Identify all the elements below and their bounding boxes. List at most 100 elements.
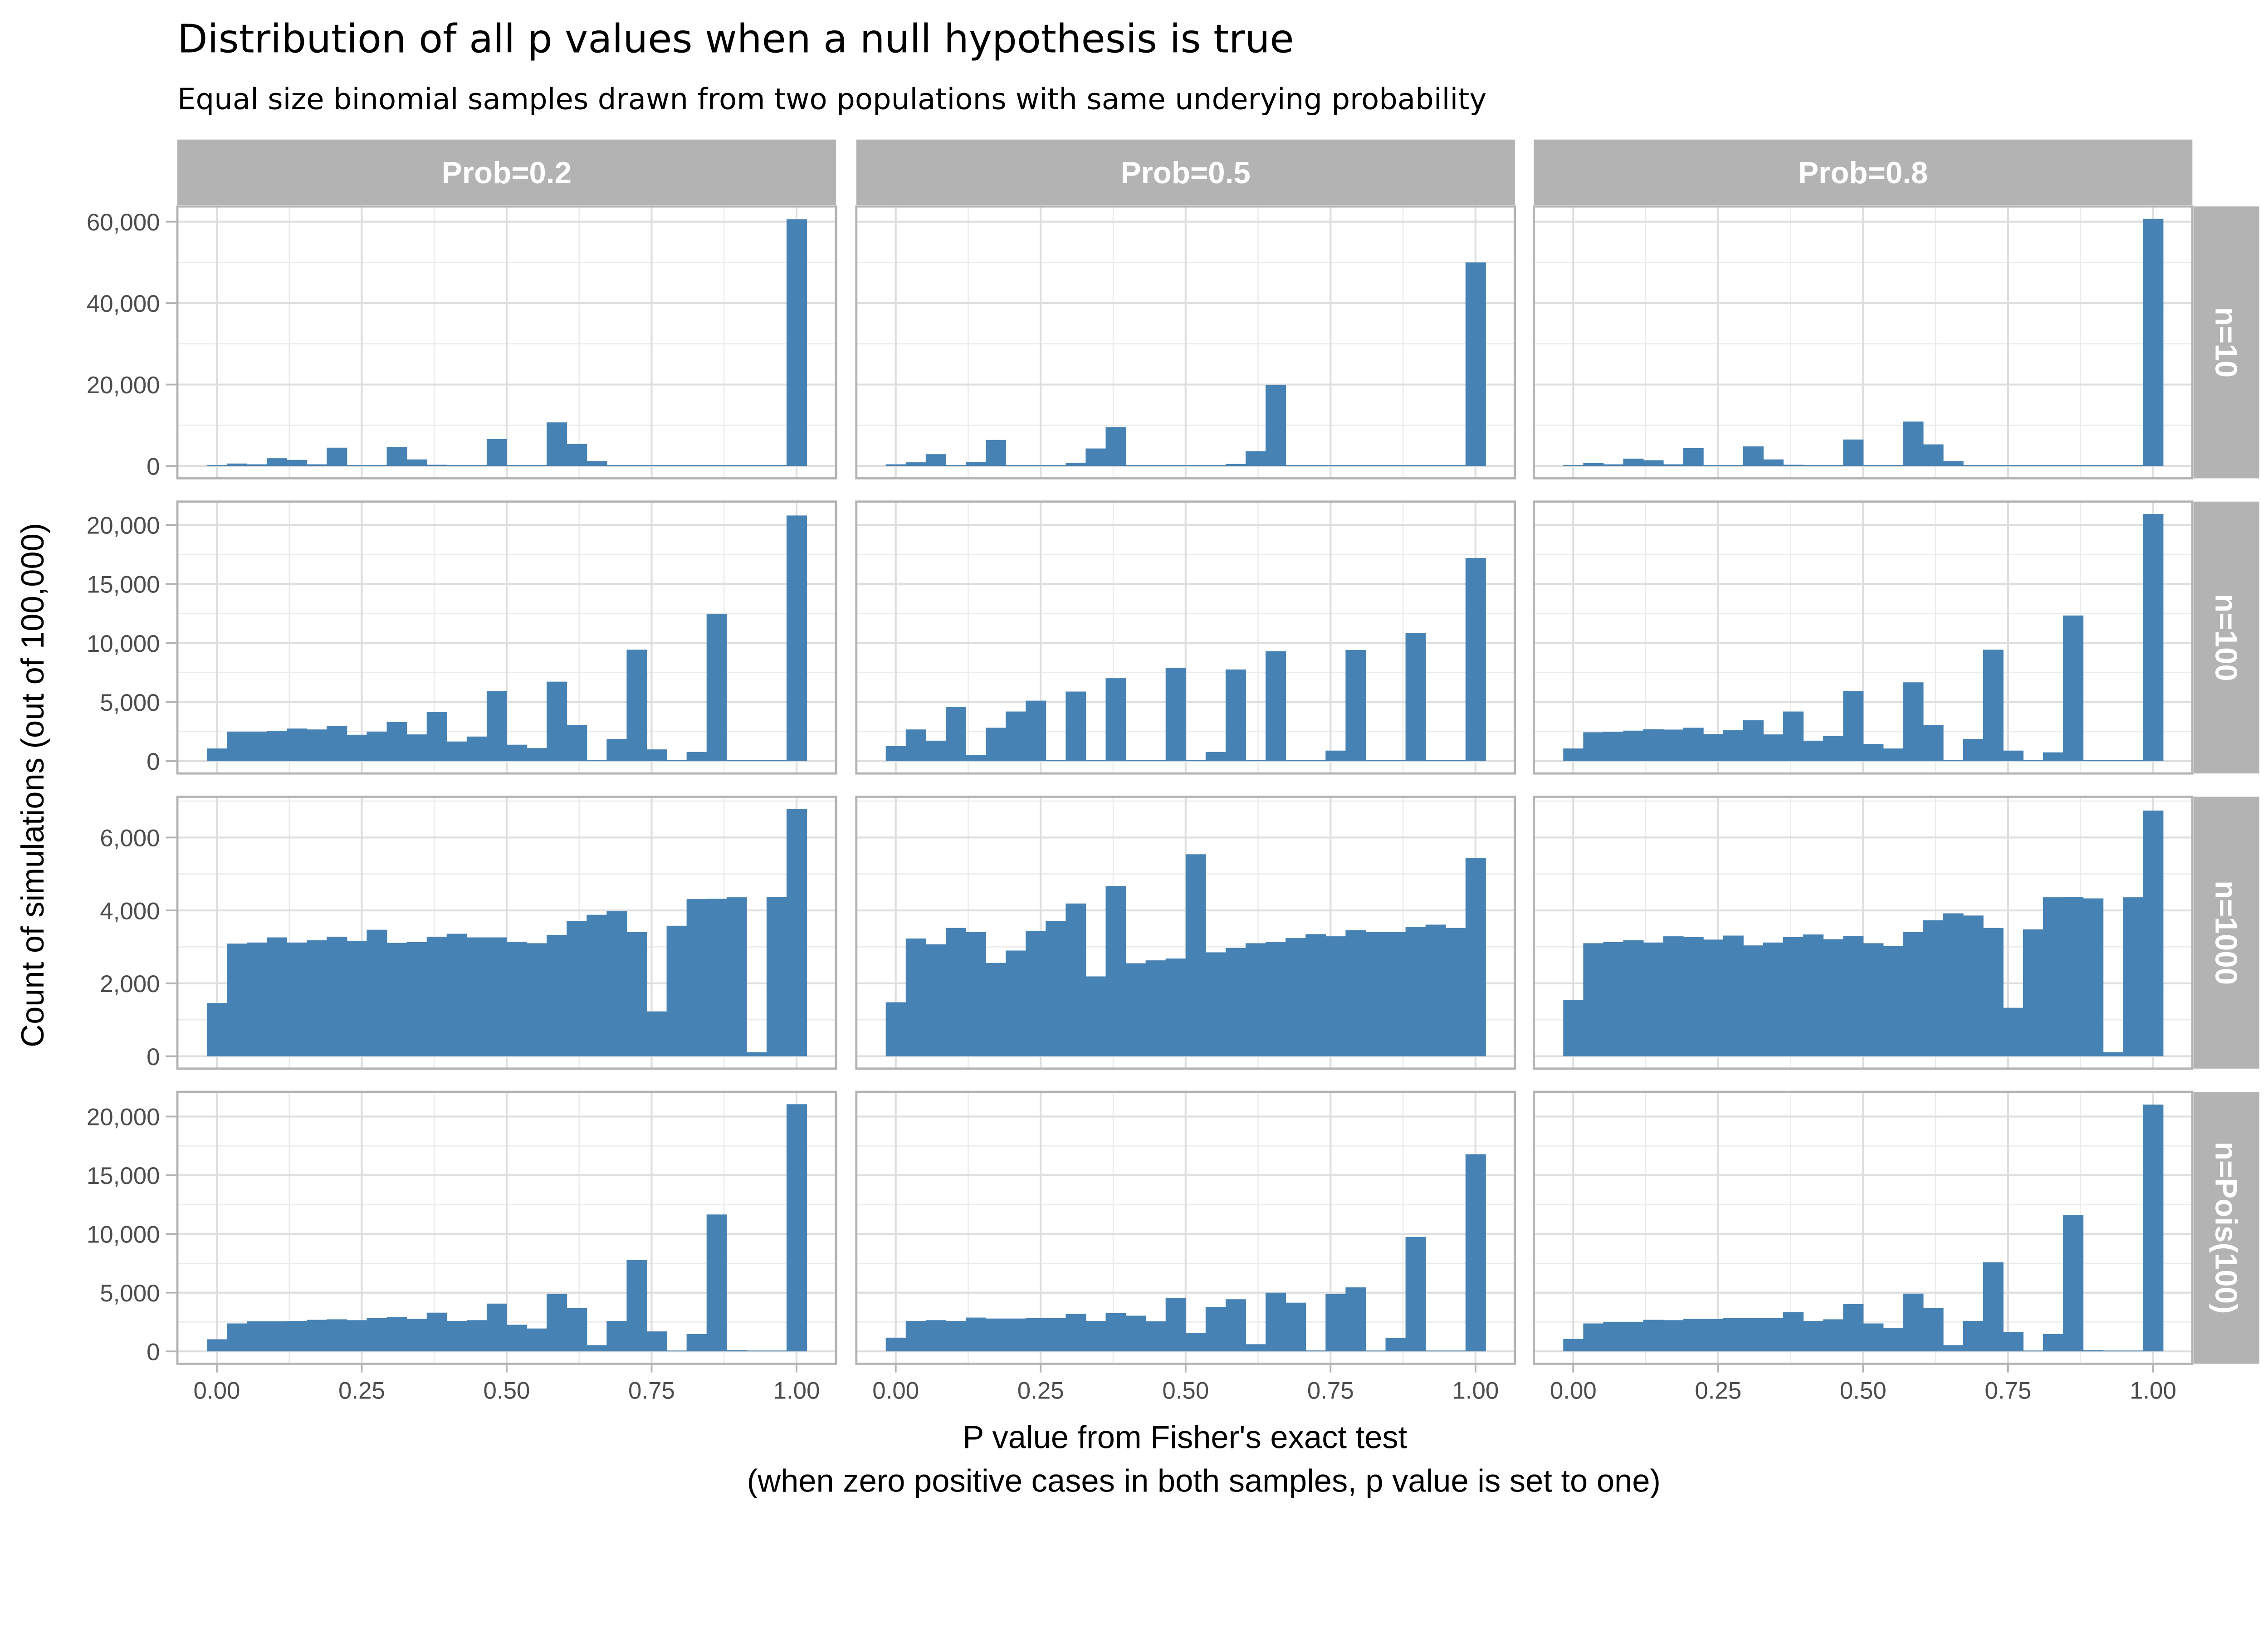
histogram-bar xyxy=(646,1331,667,1352)
x-tick-label: 0.50 xyxy=(1162,1377,1209,1404)
histogram-bar xyxy=(1863,465,1884,466)
histogram-bar xyxy=(1823,939,1844,1056)
histogram-bar xyxy=(1663,936,1684,1056)
histogram-bar xyxy=(706,899,727,1056)
histogram-bar xyxy=(1923,1308,1944,1352)
histogram-bar xyxy=(2083,898,2104,1056)
histogram-bar xyxy=(466,1320,487,1352)
histogram-bar xyxy=(1783,1312,1804,1352)
histogram-bar xyxy=(1046,1318,1066,1352)
histogram-bar xyxy=(986,728,1007,761)
x-axis-subtitle: (when zero positive cases in both sample… xyxy=(747,1462,1661,1498)
histogram-bar xyxy=(426,936,447,1056)
histogram-bar xyxy=(1703,734,1724,761)
histogram-bar xyxy=(1305,760,1326,761)
histogram-bar xyxy=(1165,667,1186,761)
histogram-bar xyxy=(1763,459,1784,466)
histogram-bar xyxy=(965,1317,987,1352)
histogram-bar xyxy=(527,748,547,761)
histogram-bar xyxy=(1066,903,1086,1056)
histogram-bar xyxy=(486,691,507,761)
histogram-bar xyxy=(587,760,607,761)
histogram-bar xyxy=(547,934,567,1056)
histogram-bar xyxy=(905,938,926,1056)
x-tick-label: 0.00 xyxy=(193,1377,240,1404)
histogram-bar xyxy=(766,465,787,466)
histogram-bar xyxy=(406,459,427,466)
histogram-bar xyxy=(1286,465,1306,466)
histogram-bar xyxy=(327,447,347,466)
facet-panel xyxy=(1533,1090,2194,1365)
histogram-bar xyxy=(506,465,528,466)
histogram-bar xyxy=(1943,461,1964,466)
histogram-bar xyxy=(1145,465,1166,466)
histogram-bar xyxy=(2063,615,2084,761)
histogram-bar xyxy=(1723,1318,1744,1352)
histogram-bar xyxy=(1663,729,1684,761)
histogram-bar xyxy=(1643,460,1664,466)
histogram-bar xyxy=(885,746,906,761)
histogram-bar xyxy=(1583,732,1604,761)
histogram-bar xyxy=(1405,927,1426,1056)
histogram-bar xyxy=(986,963,1007,1056)
facet-strip-label: Prob=0.8 xyxy=(1798,156,1928,190)
histogram-bar xyxy=(1923,724,1944,761)
histogram-bar xyxy=(945,928,966,1056)
histogram-bar xyxy=(965,462,987,466)
histogram-bar xyxy=(466,465,487,466)
histogram-bar xyxy=(726,1350,747,1352)
histogram-bar xyxy=(2003,750,2024,761)
y-tick-label: 4,000 xyxy=(100,898,160,924)
histogram-bar xyxy=(1445,760,1466,761)
histogram-bar xyxy=(1903,932,1924,1056)
histogram-bar xyxy=(746,465,767,466)
histogram-bar xyxy=(2023,929,2043,1056)
histogram-bar xyxy=(766,1350,787,1352)
histogram-bar xyxy=(226,463,248,466)
histogram-bar xyxy=(1563,999,1584,1056)
histogram-bar xyxy=(406,734,427,761)
histogram-bar xyxy=(1563,465,1584,466)
histogram-bar xyxy=(2103,1052,2124,1056)
histogram-bar xyxy=(1883,946,1904,1056)
y-tick-label: 5,000 xyxy=(100,689,160,716)
histogram-bar xyxy=(247,1321,268,1352)
histogram-bar xyxy=(547,681,567,761)
histogram-bar xyxy=(1803,1321,1824,1352)
histogram-bar xyxy=(2123,465,2144,466)
histogram-bar xyxy=(1743,720,1764,761)
facet-strip-label: n=1000 xyxy=(2209,880,2243,985)
histogram-bar xyxy=(1145,1321,1166,1352)
histogram-bar xyxy=(1026,931,1046,1056)
histogram-bar xyxy=(1683,1319,1704,1352)
histogram-bar xyxy=(786,219,807,466)
histogram-bar xyxy=(307,940,327,1056)
panel-border xyxy=(855,205,1516,479)
histogram-bar xyxy=(287,1321,308,1352)
histogram-bar xyxy=(267,1321,288,1352)
histogram-bar xyxy=(226,731,248,761)
histogram-bar xyxy=(1425,924,1446,1056)
histogram-bar xyxy=(1245,943,1266,1056)
histogram-bar xyxy=(1983,650,2004,761)
histogram-bar xyxy=(1663,1320,1684,1352)
histogram-bar xyxy=(2103,465,2124,466)
histogram-bar xyxy=(347,1320,367,1352)
histogram-bar xyxy=(347,941,367,1056)
histogram-bar xyxy=(267,937,288,1056)
panel-border xyxy=(176,500,837,775)
histogram-bar xyxy=(2003,465,2024,466)
histogram-bar xyxy=(1743,945,1764,1056)
histogram-bar xyxy=(1563,748,1584,761)
histogram-bar xyxy=(2063,1215,2084,1352)
histogram-bar xyxy=(1903,682,1924,761)
histogram-bar xyxy=(1225,948,1246,1056)
histogram-bar xyxy=(406,1319,427,1352)
y-tick-label: 5,000 xyxy=(100,1280,160,1307)
histogram-bar xyxy=(686,752,707,761)
histogram-bar xyxy=(1623,940,1644,1056)
histogram-bar xyxy=(1365,760,1386,761)
histogram-bar xyxy=(1205,752,1226,761)
histogram-bar xyxy=(446,465,467,466)
histogram-bar xyxy=(1085,976,1106,1056)
